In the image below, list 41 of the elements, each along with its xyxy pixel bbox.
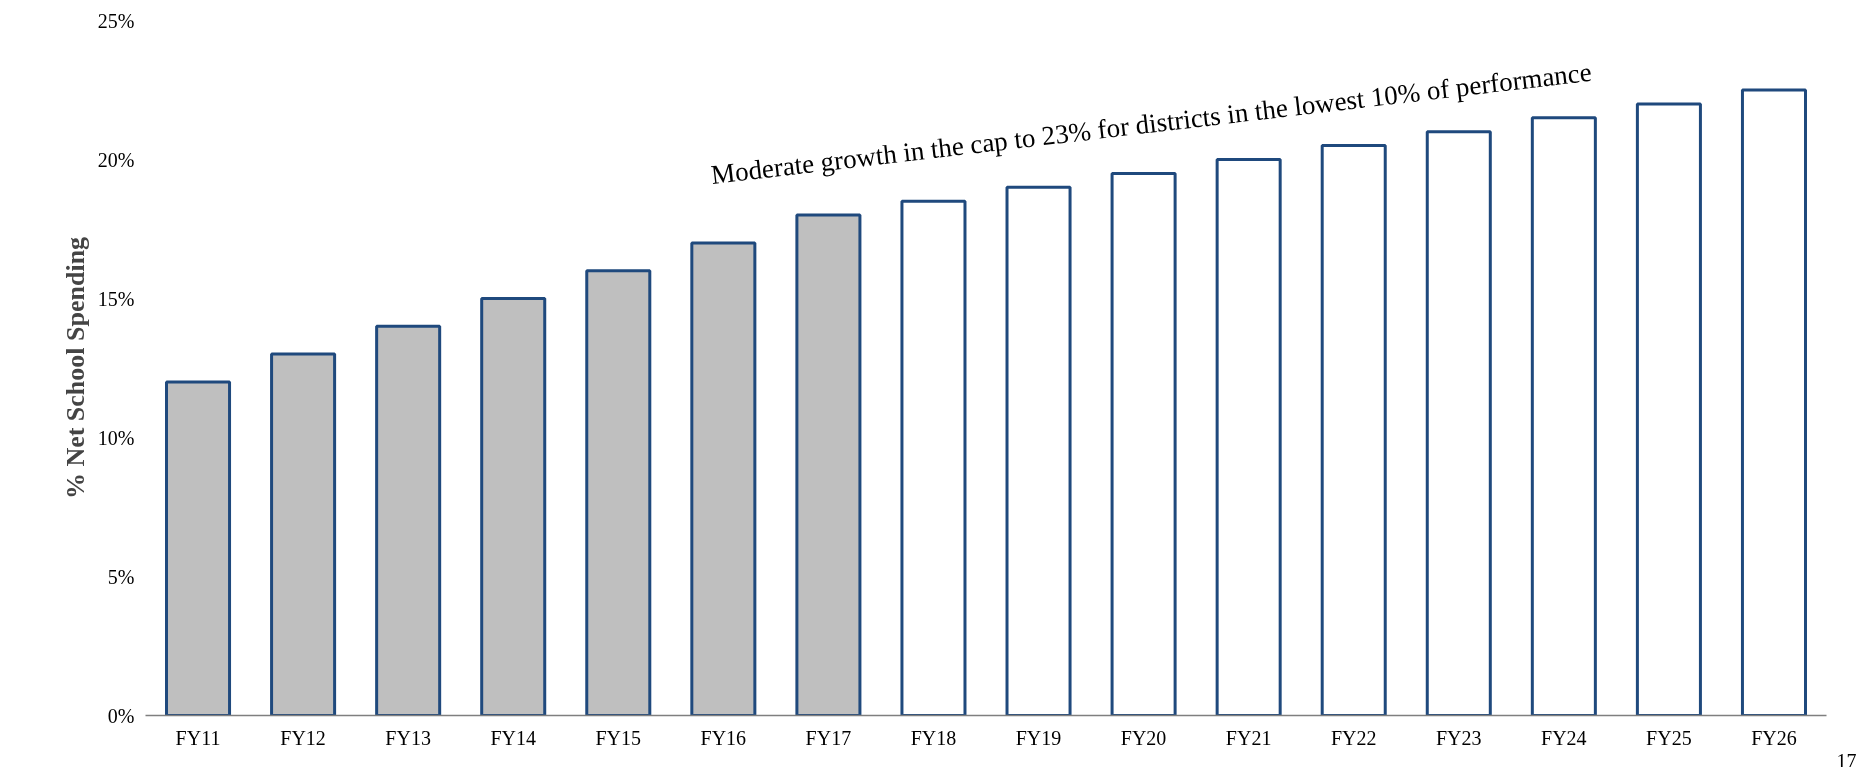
- bar: [1005, 185, 1072, 716]
- x-tick-label: FY17: [805, 726, 852, 749]
- x-tick-label: FY12: [280, 726, 326, 749]
- y-tick-label: 15%: [97, 287, 135, 310]
- bar: [900, 199, 967, 716]
- bar: [1320, 144, 1387, 716]
- bar: [1215, 158, 1282, 716]
- bar: [690, 241, 757, 716]
- bar: [270, 352, 337, 716]
- x-tick-label: FY25: [1646, 726, 1692, 749]
- y-tick-label: 25%: [97, 9, 135, 32]
- y-tick-label: 20%: [97, 148, 135, 171]
- bar: [1740, 88, 1807, 716]
- annotation: Moderate growth in the cap to 23% for districts in the lowest 10% of performance: [709, 56, 1594, 191]
- y-axis-title: % Net School Spending: [60, 236, 90, 500]
- y-tick-label: 10%: [97, 426, 135, 449]
- x-tick-label: FY13: [385, 726, 431, 749]
- bar: [165, 380, 232, 716]
- x-tick-label: FY23: [1436, 726, 1482, 749]
- bar: [1110, 171, 1177, 716]
- bar: [375, 324, 442, 716]
- bar: [480, 297, 547, 716]
- x-tick-label: FY11: [175, 726, 221, 749]
- bar: [1635, 102, 1702, 716]
- x-tick-label: FY19: [1015, 726, 1062, 749]
- x-tick-label: FY20: [1120, 726, 1167, 749]
- x-tick-label: FY14: [490, 726, 537, 749]
- bar: [795, 213, 862, 716]
- x-tick-label: FY22: [1330, 726, 1377, 749]
- y-tick-label: 0%: [107, 704, 135, 727]
- x-tick-label: FY16: [700, 726, 747, 749]
- x-tick-label: FY26: [1751, 726, 1797, 749]
- x-tick-label: FY24: [1541, 726, 1587, 749]
- x-tick-label: FY15: [595, 726, 642, 749]
- text: 17: [1836, 749, 1857, 767]
- bar: [1425, 130, 1492, 716]
- x-tick-label: FY21: [1225, 726, 1272, 749]
- bar: [1530, 116, 1597, 716]
- bar: [585, 269, 652, 716]
- x-tick-label: FY18: [910, 726, 957, 749]
- y-tick-label: 5%: [107, 565, 135, 588]
